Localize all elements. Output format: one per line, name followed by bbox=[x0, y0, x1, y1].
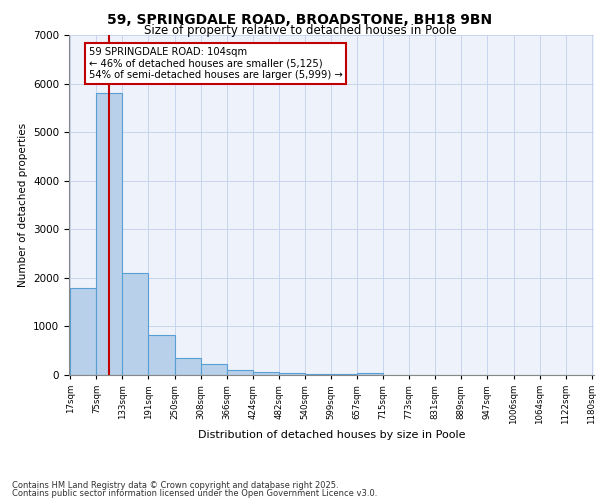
Bar bbox=[227, 370, 253, 375]
Bar bbox=[279, 372, 305, 375]
Bar bbox=[175, 358, 201, 375]
Text: Contains HM Land Registry data © Crown copyright and database right 2025.: Contains HM Land Registry data © Crown c… bbox=[12, 481, 338, 490]
Bar bbox=[70, 288, 97, 375]
Bar bbox=[357, 372, 383, 375]
X-axis label: Distribution of detached houses by size in Poole: Distribution of detached houses by size … bbox=[198, 430, 465, 440]
Y-axis label: Number of detached properties: Number of detached properties bbox=[17, 123, 28, 287]
Bar bbox=[305, 374, 331, 375]
Bar bbox=[122, 273, 148, 375]
Bar bbox=[253, 372, 279, 375]
Bar bbox=[148, 335, 175, 375]
Text: Contains public sector information licensed under the Open Government Licence v3: Contains public sector information licen… bbox=[12, 488, 377, 498]
Bar bbox=[97, 94, 122, 375]
Text: Size of property relative to detached houses in Poole: Size of property relative to detached ho… bbox=[143, 24, 457, 37]
Bar bbox=[201, 364, 227, 375]
Text: 59, SPRINGDALE ROAD, BROADSTONE, BH18 9BN: 59, SPRINGDALE ROAD, BROADSTONE, BH18 9B… bbox=[107, 12, 493, 26]
Text: 59 SPRINGDALE ROAD: 104sqm
← 46% of detached houses are smaller (5,125)
54% of s: 59 SPRINGDALE ROAD: 104sqm ← 46% of deta… bbox=[89, 47, 343, 80]
Bar bbox=[331, 374, 357, 375]
